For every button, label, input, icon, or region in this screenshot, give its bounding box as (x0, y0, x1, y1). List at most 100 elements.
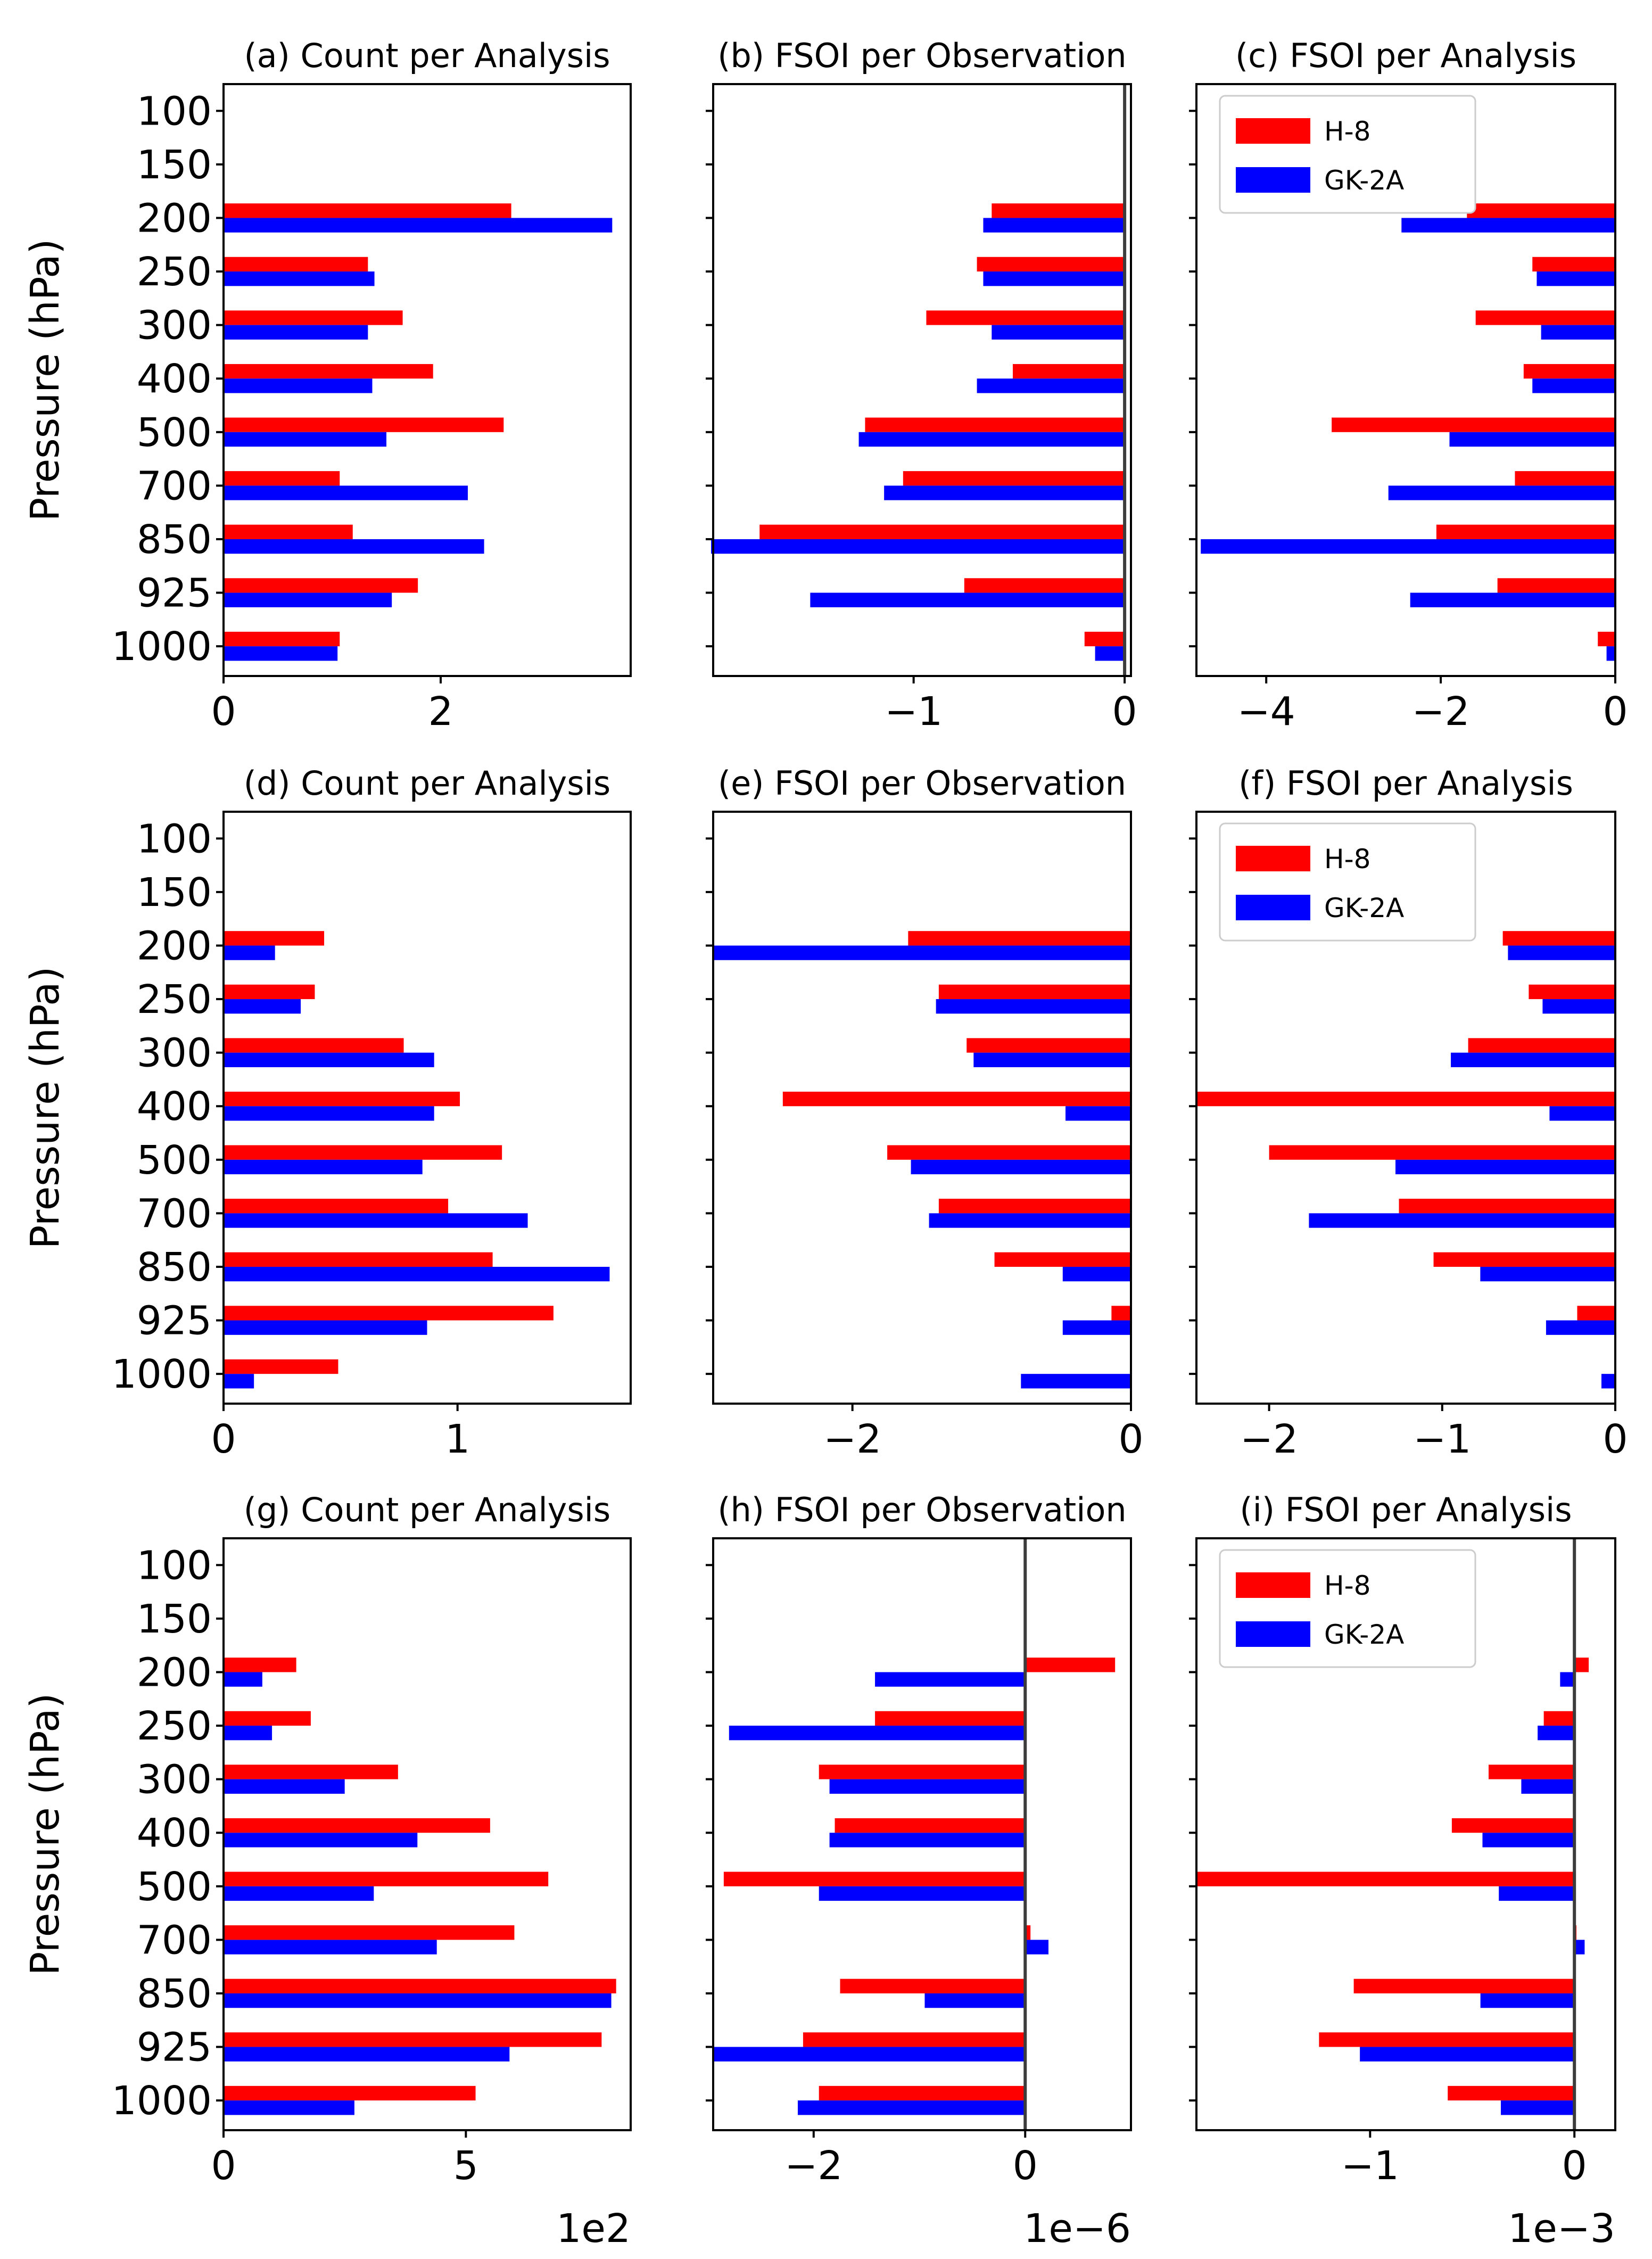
bar-c-h8-500 (1332, 417, 1615, 432)
axes-frame (222, 811, 632, 1405)
multiplier-label: 1e−6 (1023, 2206, 1131, 2252)
ytick-label: 100 (137, 88, 212, 134)
xtick-label: −2 (784, 2143, 842, 2189)
bar-c-gk2a-250 (1537, 271, 1615, 286)
xtick-label: 2 (428, 689, 453, 735)
panel-b: −1 0 (b) FSOI per Observation (706, 36, 1137, 735)
bar-c-h8-700 (1515, 471, 1615, 486)
bar-g-h8-500 (224, 1871, 549, 1886)
bar-i-gk2a-200 (1560, 1672, 1575, 1687)
ytick-label: 300 (137, 1030, 212, 1076)
bar-f-h8-400 (1196, 1091, 1615, 1107)
axes-frame (1195, 83, 1616, 677)
bar-a-h8-400 (224, 364, 433, 379)
xtick-label: 0 (1562, 2143, 1587, 2189)
bar-g-gk2a-300 (224, 1779, 345, 1794)
ytick-label: 400 (137, 1810, 212, 1856)
bar-a-gk2a-500 (224, 432, 386, 447)
xtick-label: −1 (1413, 1416, 1471, 1462)
axes-frame (1195, 1537, 1616, 2131)
ytick-label: 925 (137, 2025, 212, 2071)
bar-e-gk2a-700 (929, 1213, 1131, 1228)
ytick-label: 100 (137, 816, 212, 862)
xtick-label: −1 (885, 689, 943, 735)
ytick-label: 250 (137, 249, 212, 295)
bar-f-gk2a-300 (1451, 1052, 1615, 1067)
bar-a-gk2a-200 (224, 218, 613, 233)
ytick-label: 850 (137, 517, 212, 563)
bar-e-h8-200 (908, 931, 1131, 946)
bar-b-h8-300 (926, 310, 1125, 325)
bar-a-gk2a-700 (224, 485, 468, 500)
bar-d-h8-1000 (224, 1359, 338, 1374)
bar-d-h8-500 (224, 1145, 502, 1160)
bar-g-gk2a-250 (224, 1726, 272, 1741)
bar-h-gk2a-1000 (797, 2100, 1026, 2115)
bar-c-gk2a-850 (1201, 539, 1615, 554)
legend-swatch-h8 (1236, 118, 1310, 144)
bar-d-gk2a-850 (224, 1266, 610, 1282)
bar-b-h8-700 (903, 471, 1125, 486)
panel-d: 100 150 200 250 300 400 500 700 850 925 1000 0 1 (d) … (22, 764, 632, 1462)
panel-e: −2 0 (e) FSOI per Observation (706, 764, 1144, 1462)
ytick-label: 200 (137, 1650, 212, 1695)
ytick-label: 300 (137, 1757, 212, 1803)
xtick-label: 0 (211, 2143, 236, 2189)
ytick-label: 500 (137, 1137, 212, 1183)
bar-h-gk2a-400 (829, 1833, 1026, 1848)
bar-b-h8-250 (977, 257, 1125, 272)
bar-c-gk2a-1000 (1606, 646, 1615, 661)
bar-a-h8-925 (224, 578, 418, 593)
ytick-label: 400 (137, 1084, 212, 1130)
bar-i-gk2a-925 (1360, 2047, 1575, 2062)
xtick-label: −4 (1237, 689, 1295, 735)
bar-i-h8-250 (1543, 1711, 1575, 1726)
bar-i-h8-400 (1451, 1818, 1575, 1833)
bar-c-gk2a-300 (1541, 325, 1615, 340)
bar-d-gk2a-250 (224, 999, 301, 1014)
bar-g-h8-925 (224, 2032, 602, 2047)
bar-e-gk2a-250 (936, 999, 1131, 1014)
legend-label: GK-2A (1324, 1619, 1404, 1650)
bar-a-h8-700 (224, 471, 340, 486)
bar-e-h8-850 (994, 1252, 1131, 1267)
bar-d-h8-850 (224, 1252, 493, 1267)
bar-g-h8-700 (224, 1925, 515, 1940)
legend-label: H-8 (1324, 1570, 1370, 1601)
bar-a-gk2a-925 (224, 592, 392, 607)
bar-i-gk2a-250 (1538, 1726, 1575, 1741)
xtick-label: 5 (453, 2143, 478, 2189)
bar-f-gk2a-500 (1395, 1159, 1615, 1175)
ytick-label: 850 (137, 1244, 212, 1290)
xtick-label: −1 (1341, 2143, 1399, 2189)
xtick-label: 0 (1013, 2143, 1038, 2189)
bar-f-gk2a-400 (1549, 1106, 1615, 1121)
legend-swatch-gk2a (1236, 167, 1310, 193)
bar-a-h8-500 (224, 417, 504, 432)
bar-g-h8-300 (224, 1765, 398, 1779)
xtick-label: 0 (1112, 689, 1137, 735)
bar-e-h8-300 (967, 1038, 1131, 1053)
panel-a: 100 150 200 250 300 400 500 700 850 925 1000 0 2 (a) … (22, 36, 632, 735)
bar-f-h8-925 (1577, 1306, 1615, 1321)
legend: H-8 GK-2A (1219, 95, 1476, 214)
ytick-label: 200 (137, 195, 212, 241)
ytick-label: 400 (137, 356, 212, 402)
bar-a-gk2a-400 (224, 378, 373, 393)
panel-title: (h) FSOI per Observation (717, 1490, 1126, 1529)
bar-g-h8-200 (224, 1658, 296, 1672)
bar-b-h8-400 (1012, 364, 1125, 379)
ytick-label: 250 (137, 1703, 212, 1749)
bar-b-gk2a-300 (992, 325, 1125, 340)
bar-a-h8-300 (224, 310, 403, 325)
bar-d-gk2a-500 (224, 1159, 423, 1175)
ytick-label: 700 (137, 1917, 212, 1963)
bar-e-h8-700 (938, 1199, 1131, 1214)
bar-b-gk2a-850 (711, 539, 1125, 554)
bar-a-gk2a-1000 (224, 646, 338, 661)
legend-label: H-8 (1324, 844, 1370, 875)
bar-g-gk2a-200 (224, 1672, 262, 1687)
ytick-label: 250 (137, 977, 212, 1023)
